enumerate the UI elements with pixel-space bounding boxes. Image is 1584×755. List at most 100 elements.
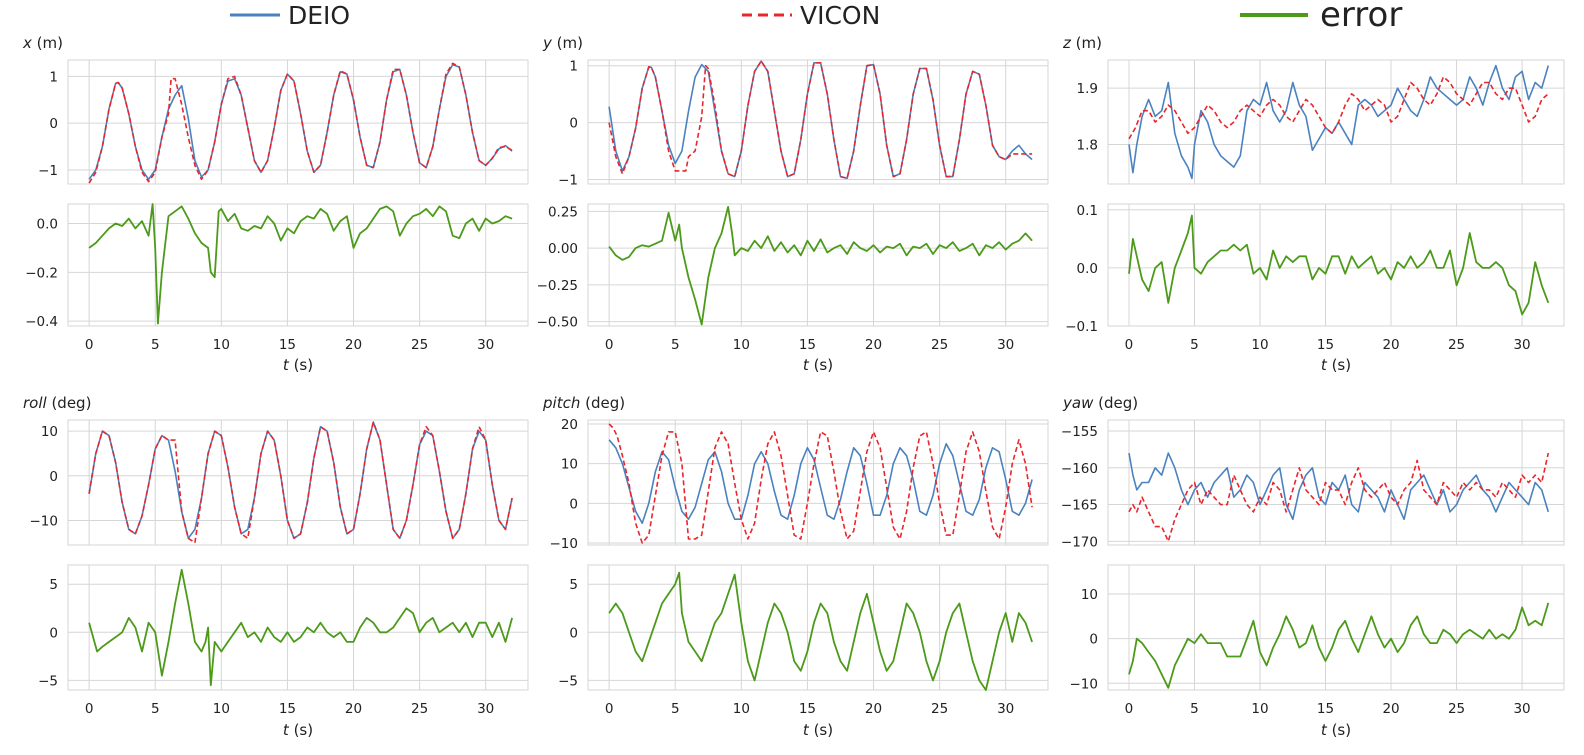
panel-x-top-series-deio [88,63,513,181]
panel-roll-bottom-frame [67,564,529,691]
ylabel-variable: pitch [542,394,580,412]
panel-pitch-bottom-xtick-label: 10 [733,701,750,717]
panel-y-top-series-vicon [608,60,1033,180]
panel-roll-bottom-ytick-label: 5 [49,577,58,593]
panel-x-top-frame [67,59,529,185]
panel-pitch-bottom-xtick-label: 15 [799,701,816,717]
panel-roll-bottom-xtick-label: 20 [345,701,362,717]
legend-deio-label: DEIO [288,1,350,30]
panel-yaw-bottom-ytick-label: 0 [1089,632,1098,648]
legend-error-label: error [1320,0,1402,35]
panel-pitch-xlabel: t (s) [803,721,833,739]
panel-x-top-ytick-label: −1 [38,163,58,179]
panel-x-xlabel: t (s) [283,356,313,374]
panel-x-bottom-xtick-label: 5 [151,337,160,353]
panel-z-top-series-deio [1128,64,1550,180]
panel-pitch-bottom-ytick-label: 5 [569,577,578,593]
panel-z-bottom-ytick-label: −0.1 [1065,319,1098,335]
panel-yaw-top-frame [1107,419,1565,546]
panel-y-top-ytick-label: 0 [569,116,578,132]
panel-y-bottom-series-error [608,205,1033,326]
panel-x-bottom-ytick-label: −0.2 [25,265,58,281]
panel-pitch-bottom-xtick-label: 0 [605,701,614,717]
panel-roll-bottom-ytick-label: −5 [38,673,58,689]
panel-y-bottom-xtick-label: 25 [931,337,948,353]
panel-yaw-top-series-vicon [1128,452,1550,543]
panel-x-bottom-xtick-label: 15 [279,337,296,353]
panel-yaw-bottom-xtick-label: 20 [1382,701,1399,717]
panel-y-bottom-ytick-label: 0.25 [548,204,578,220]
panel-pitch-bottom-xtick-label: 30 [997,701,1014,717]
panel-z-bottom-xtick-label: 10 [1251,337,1268,353]
ylabel-variable: y [542,34,553,52]
panel-yaw-xlabel: t (s) [1321,721,1351,739]
panel-x-ylabel: x (m) [22,34,63,52]
panel-x-top-ytick-label: 1 [49,69,58,85]
panel-z-bottom-xtick-label: 15 [1317,337,1334,353]
ylabel-variable: roll [23,394,48,412]
panel-yaw-bottom-xtick-label: 15 [1317,701,1334,717]
xlabel-unit: (s) [1327,356,1351,374]
panel-z-xlabel: t (s) [1321,356,1351,374]
ylabel-unit: (deg) [1093,394,1138,412]
panel-pitch-bottom-ytick-label: −5 [558,673,578,689]
panel-pitch-bottom-frame [587,564,1049,691]
panel-roll-top-ytick-label: 0 [49,469,58,485]
panel-yaw-bottom-xtick-label: 30 [1513,701,1530,717]
panel-x-bottom-xtick-label: 10 [213,337,230,353]
ylabel-unit: (deg) [580,394,625,412]
panel-yaw-top-ytick-label: −160 [1061,461,1098,477]
xlabel-unit: (s) [1327,721,1351,739]
panel-pitch-bottom-xtick-label: 5 [671,701,680,717]
panel-yaw-top-ytick-label: −170 [1061,534,1098,550]
panel-yaw-bottom-series-error [1128,602,1550,689]
panel-yaw-bottom-ytick-label: −10 [1070,676,1099,692]
panel-y-bottom-xtick-label: 5 [671,337,680,353]
panel-x-bottom-ytick-label: 0.0 [37,217,58,233]
panel-roll-bottom-ytick-label: 0 [49,625,58,641]
panel-y: y (m)10−10.250.00−0.25−0.500 5 10 15 20 25 30t… [537,34,1049,374]
panel-x: x (m)10−10.0−0.2−0.40 5 10 15 20 25 30t (s) [22,34,529,374]
panel-yaw-top-series-deio [1128,452,1550,521]
legend-vicon-label: VICON [800,1,880,30]
panel-z-bottom-xtick-label: 5 [1190,337,1199,353]
panel-pitch-top-ytick-label: 0 [569,496,578,512]
panel-y-bottom-ytick-label: −0.50 [537,315,578,331]
panel-pitch-ylabel: pitch (deg) [542,394,625,412]
panel-roll-top-ytick-label: 10 [41,424,58,440]
panel-yaw-bottom-xtick-label: 0 [1125,701,1134,717]
panel-pitch-bottom-ytick-label: 0 [569,625,578,641]
xlabel-variable: t [803,721,810,739]
panel-z: z (m) 1.9 1.8 0.1 0.0 −0.1 0 5 10 15 20 25 30 t (s) [1062,34,1565,374]
panel-x-bottom-xtick-label: 30 [477,337,494,353]
panel-y-top-frame [587,59,1049,185]
panel-yaw-top-ytick-label: −155 [1061,424,1098,440]
panel-pitch-bottom-xtick-label: 25 [931,701,948,717]
ylabel-unit: (m) [1071,34,1102,52]
panel-yaw-bottom-frame [1107,564,1565,691]
panel-roll-bottom-xtick-label: 5 [151,701,160,717]
panel-y-top-ytick-label: −1 [558,172,578,188]
panel-pitch-top-ytick-label: 10 [561,457,578,473]
xlabel-variable: t [283,356,290,374]
panel-yaw-bottom-xtick-label: 25 [1448,701,1465,717]
xlabel-unit: (s) [809,721,833,739]
panel-x-bottom-frame [67,203,529,327]
panel-y-bottom-xtick-label: 20 [865,337,882,353]
panel-z-bottom-xtick-label: 20 [1382,337,1399,353]
panel-roll-xlabel: t (s) [283,721,313,739]
panel-z-ylabel: z (m) [1062,34,1102,52]
panel-z-bottom-xtick-label: 30 [1513,337,1530,353]
ylabel-variable: z [1062,34,1072,52]
panel-roll-bottom-xtick-label: 10 [213,701,230,717]
panel-z-bottom-ytick-label: 0.0 [1077,261,1098,277]
ylabel-variable: yaw [1062,394,1094,412]
panel-x-top-ytick-label: 0 [49,116,58,132]
xlabel-variable: t [803,356,810,374]
panel-pitch-top-series-vicon [608,423,1033,544]
panel-z-top-ytick-label: 1.8 [1077,138,1098,154]
panels: x (m)10−10.0−0.2−0.40 5 10 15 20 25 30t (s)y (… [22,34,1565,739]
panel-x-bottom-xtick-label: 0 [85,337,94,353]
panel-roll-top-ytick-label: −10 [30,513,59,529]
